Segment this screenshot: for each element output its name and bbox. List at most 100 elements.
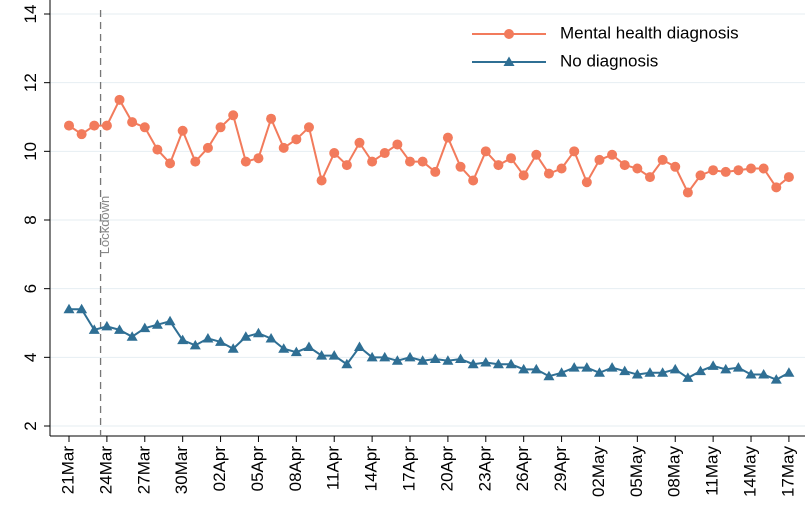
marker xyxy=(695,170,706,181)
marker xyxy=(177,125,188,136)
marker xyxy=(151,319,163,329)
marker xyxy=(606,362,618,372)
x-tick-label: 21Mar xyxy=(58,446,77,495)
marker xyxy=(619,160,630,171)
marker xyxy=(367,156,378,167)
marker xyxy=(480,146,491,157)
y-tick-label: 2 xyxy=(21,421,40,430)
marker xyxy=(405,156,416,167)
marker xyxy=(215,122,226,133)
marker xyxy=(644,172,655,183)
marker xyxy=(165,158,176,169)
marker xyxy=(303,122,314,133)
marker xyxy=(746,163,757,174)
marker xyxy=(543,168,554,179)
y-tick-label: 8 xyxy=(21,215,40,224)
marker xyxy=(189,339,201,350)
x-tick-label: 05May xyxy=(627,446,646,498)
marker xyxy=(556,367,568,377)
marker xyxy=(379,351,391,362)
marker xyxy=(783,367,795,377)
marker xyxy=(569,146,580,157)
marker xyxy=(657,367,669,377)
marker xyxy=(745,369,757,379)
marker xyxy=(391,355,403,365)
marker xyxy=(240,331,252,341)
marker xyxy=(328,350,340,360)
marker xyxy=(506,153,517,164)
marker xyxy=(455,161,466,172)
x-tick-label: 02Apr xyxy=(210,446,229,492)
marker xyxy=(493,160,504,171)
marker xyxy=(632,163,643,174)
marker xyxy=(707,360,719,370)
marker xyxy=(329,148,340,159)
marker xyxy=(442,132,453,143)
marker xyxy=(581,362,593,372)
marker xyxy=(644,367,656,377)
marker xyxy=(619,365,631,376)
marker xyxy=(758,163,769,174)
y-tick-label: 12 xyxy=(21,73,40,92)
marker xyxy=(682,187,693,198)
x-tick-label: 26Apr xyxy=(513,446,532,492)
marker xyxy=(202,332,214,343)
marker xyxy=(88,324,100,334)
marker xyxy=(669,363,681,374)
marker xyxy=(518,363,530,374)
marker xyxy=(177,334,189,345)
y-tick-label: 4 xyxy=(21,353,40,362)
marker xyxy=(278,142,289,153)
marker xyxy=(568,362,580,372)
marker xyxy=(101,120,112,131)
x-tick-label: 14Apr xyxy=(362,446,381,492)
marker xyxy=(504,29,514,39)
legend-label: No diagnosis xyxy=(560,51,658,70)
marker xyxy=(492,358,504,369)
marker xyxy=(708,165,719,176)
marker xyxy=(341,160,352,171)
x-tick-label: 20Apr xyxy=(437,446,456,492)
x-tick-label: 05Apr xyxy=(248,446,267,492)
x-tick-label: 30Mar xyxy=(172,446,191,495)
marker xyxy=(530,363,542,374)
marker xyxy=(720,166,731,177)
marker xyxy=(531,149,542,160)
x-tick-label: 27Mar xyxy=(134,446,153,495)
marker xyxy=(228,110,239,121)
marker xyxy=(379,148,390,159)
x-tick-label: 24Mar xyxy=(96,446,115,495)
marker xyxy=(581,177,592,188)
y-tick-label: 6 xyxy=(21,284,40,293)
marker xyxy=(720,363,732,374)
marker xyxy=(467,358,479,369)
marker xyxy=(543,370,555,381)
marker xyxy=(455,353,467,364)
marker xyxy=(353,341,365,352)
marker xyxy=(316,350,328,360)
marker xyxy=(733,165,744,176)
x-tick-label: 08May xyxy=(665,446,684,498)
marker xyxy=(657,154,668,165)
marker xyxy=(594,154,605,165)
x-tick-label: 11Apr xyxy=(324,446,343,490)
x-tick-label: 11May xyxy=(703,446,722,496)
marker xyxy=(202,142,213,153)
marker xyxy=(63,303,75,314)
series-line xyxy=(69,308,790,381)
marker xyxy=(682,372,694,382)
marker xyxy=(278,343,290,353)
y-tick-label: 10 xyxy=(21,142,40,161)
marker xyxy=(732,362,744,372)
marker xyxy=(101,320,113,331)
marker xyxy=(429,353,441,364)
marker xyxy=(152,144,163,155)
marker xyxy=(607,149,618,160)
marker xyxy=(392,139,403,150)
marker xyxy=(417,156,428,167)
marker xyxy=(695,365,706,376)
marker xyxy=(758,369,770,379)
x-tick-label: 17Apr xyxy=(399,446,418,492)
marker xyxy=(354,137,365,148)
marker xyxy=(291,134,302,145)
